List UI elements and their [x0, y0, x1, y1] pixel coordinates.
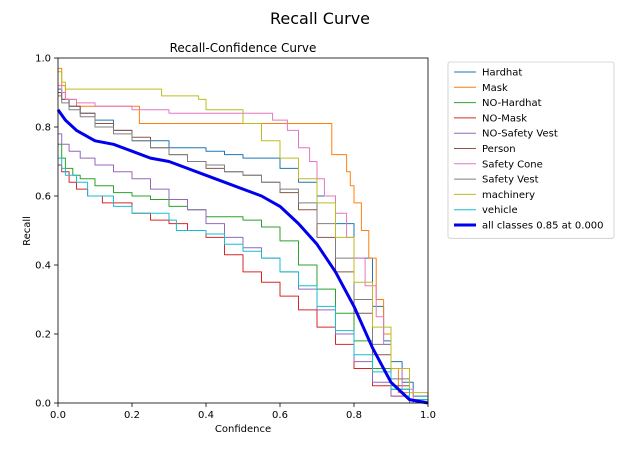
series-line-10	[56, 108, 429, 405]
legend-label: vehicle	[482, 205, 518, 216]
legend-label: Safety Cone	[482, 159, 543, 170]
x-tick-label: 0.0	[50, 410, 66, 421]
series-line-4	[58, 133, 428, 404]
page-title: Recall Curve	[270, 9, 370, 28]
legend-label: Person	[482, 144, 516, 155]
y-axis-label: Recall	[22, 216, 33, 246]
series-layer	[56, 67, 429, 405]
legend-label: NO-Mask	[482, 113, 527, 124]
x-tick-label: 1.0	[420, 410, 436, 421]
y-tick-label: 0.6	[35, 192, 51, 203]
x-tick-label: 0.8	[346, 410, 362, 421]
y-tick-label: 0.4	[35, 261, 51, 272]
legend: Hardhat Mask NO-Hardhat NO-Mask NO-Safety Ve…	[447, 61, 615, 239]
y-tick-label: 0.8	[35, 123, 51, 134]
series-line-6	[58, 85, 428, 404]
legend-label: NO-Safety Vest	[482, 129, 558, 140]
axis-ticks: 0.0 0.2 0.4 0.6 0.8 1.0 0.0 0.2 0.4 0.6 0.8 1.0	[35, 54, 436, 422]
series-line-1	[58, 67, 428, 404]
plot-frame	[57, 57, 429, 404]
series-line-7	[58, 95, 429, 403]
y-tick-label: 0.2	[35, 330, 51, 341]
series-line-9	[58, 157, 429, 403]
chart-title: Recall-Confidence Curve	[170, 41, 317, 55]
legend-label: Hardhat	[482, 68, 522, 79]
x-tick-label: 0.2	[124, 410, 140, 421]
legend-label: Safety Vest	[482, 175, 539, 186]
legend-label: machinery	[482, 190, 535, 201]
x-axis-label: Confidence	[215, 424, 271, 435]
legend-box	[447, 61, 615, 239]
x-tick-label: 0.4	[198, 410, 214, 421]
y-tick-label: 0.0	[35, 399, 51, 410]
series-line-8	[58, 71, 429, 400]
y-tick-label: 1.0	[35, 54, 51, 65]
legend-label: all classes 0.85 at 0.000	[482, 221, 604, 232]
legend-label: NO-Hardhat	[482, 98, 542, 109]
x-tick-label: 0.6	[272, 410, 288, 421]
legend-label: Mask	[482, 83, 508, 94]
